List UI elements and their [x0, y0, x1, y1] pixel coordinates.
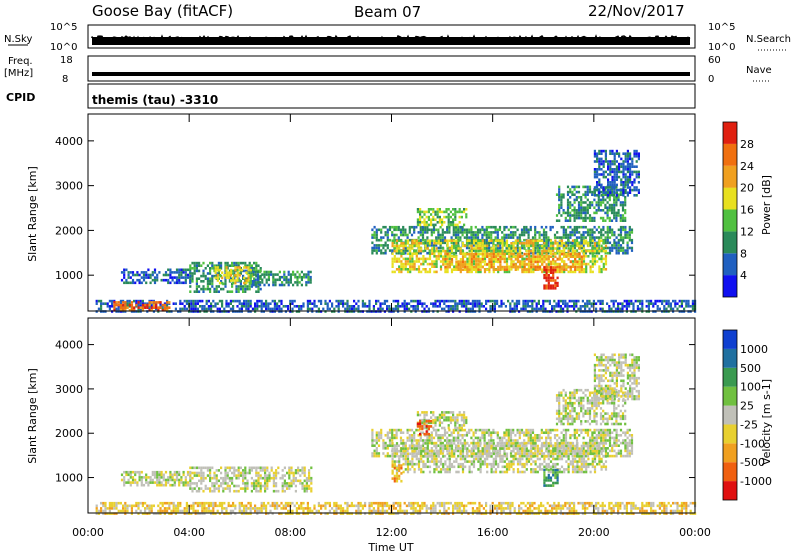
freq-unit: [MHz] [4, 68, 33, 79]
velocity-colorbar-swatch-3 [723, 424, 737, 443]
power-colorbar-swatch-5 [723, 166, 737, 188]
velocity-panel: 1000 2000 3000 4000 Slant Range [km] 1000 50… [26, 318, 773, 515]
velocity-colorbar-swatch-6 [723, 368, 737, 387]
velocity-ytick-label-0: 1000 [55, 472, 83, 485]
velocity-ytick-label-2: 3000 [55, 383, 83, 396]
velocity-ytick-label-1: 2000 [55, 427, 83, 440]
power-region-10 [556, 186, 626, 222]
power-colorbar-label: Power [dB] [760, 175, 773, 235]
power-region-11 [594, 150, 640, 197]
nave-tick-bottom: 0 [708, 74, 714, 85]
power-colorbar-swatch-4 [723, 188, 737, 210]
velocity-colorbar-swatch-7 [723, 349, 737, 368]
power-colorbar-swatch-3 [723, 210, 737, 232]
power-heatmap [96, 150, 697, 313]
power-ytick-label-3: 4000 [55, 135, 83, 148]
nsky-fill [92, 37, 690, 45]
power-colorbar-swatch-2 [723, 231, 737, 253]
velocity-region-5 [417, 411, 468, 429]
power-colorbar-tick-6: 28 [740, 138, 754, 151]
velocity-region-1 [121, 471, 191, 487]
nsky-trace [92, 36, 690, 45]
velocity-colorbar-label: Velocity [m s-1] [760, 379, 773, 465]
power-colorbar-tick-5: 24 [740, 160, 754, 173]
velocity-colorbar-swatch-0 [723, 481, 737, 500]
time-tick-label-6: 00:00 [679, 526, 711, 539]
power-region-5 [252, 271, 311, 287]
nsky-label: N.Sky [4, 34, 32, 45]
power-panel: 1000 2000 3000 4000 Slant Range [km] 4 8 12 16… [26, 114, 773, 313]
power-ytick-label-1: 2000 [55, 224, 83, 237]
time-tick-label-5: 20:00 [578, 526, 610, 539]
velocity-colorbar-tick-7: -1000 [740, 475, 772, 488]
velocity-region-7 [594, 354, 640, 401]
station-title: Goose Bay (fitACF) [92, 2, 233, 20]
nsearch-tick-bottom: 10^0 [708, 42, 735, 53]
time-tick-label-1: 04:00 [173, 526, 205, 539]
velocity-ytick-label-3: 4000 [55, 339, 83, 352]
cpid-strip: CPID themis (tau) -3310 [6, 84, 695, 108]
time-tick-label-0: 00:00 [72, 526, 104, 539]
nave-tick-top: 60 [708, 55, 721, 66]
nsky-strip: N.Sky 10^5 10^0 10^5 10^0 N.Search [4, 22, 791, 53]
power-colorbar-tick-2: 12 [740, 225, 754, 238]
power-region-9 [417, 208, 468, 226]
velocity-colorbar-tick-0: 1000 [740, 343, 768, 356]
date-title: 22/Nov/2017 [588, 2, 685, 20]
power-colorbar-swatch-7 [723, 122, 737, 144]
power-colorbar-swatch-0 [723, 275, 737, 297]
velocity-heatmap [96, 354, 697, 515]
time-tick-label-4: 16:00 [477, 526, 509, 539]
power-ytick-label-2: 3000 [55, 180, 83, 193]
nsky-tick-bottom: 10^0 [50, 42, 77, 53]
velocity-colorbar-swatch-4 [723, 406, 737, 425]
nsky-tick-top: 10^5 [50, 22, 77, 33]
power-region-2 [121, 269, 191, 285]
power-colorbar-tick-4: 20 [740, 182, 754, 195]
velocity-colorbar-swatch-8 [723, 330, 737, 349]
velocity-ylabel: Slant Range [km] [26, 368, 39, 464]
velocity-colorbar-swatch-1 [723, 462, 737, 481]
velocity-colorbar-tick-4: -25 [740, 418, 758, 431]
nave-trace [92, 74, 690, 75]
power-ylabel: Slant Range [km] [26, 166, 39, 262]
nave-label: Nave [746, 65, 772, 76]
nsearch-label: N.Search [746, 34, 791, 45]
time-axis-label: Time UT [367, 541, 413, 554]
power-colorbar-swatch-1 [723, 253, 737, 275]
time-tick-label-3: 12:00 [376, 526, 408, 539]
nsearch-tick-top: 10^5 [708, 22, 735, 33]
freq-label: Freq. [8, 56, 33, 67]
time-tick-label-2: 08:00 [274, 526, 306, 539]
cpid-text: themis (tau) -3310 [92, 93, 218, 107]
power-colorbar-tick-0: 4 [740, 269, 747, 282]
power-colorbar-swatch-6 [723, 144, 737, 166]
power-colorbar-tick-3: 16 [740, 204, 754, 217]
power-axes: 1000 2000 3000 4000 [55, 114, 695, 311]
freq-strip: Freq. [MHz] 18 8 60 0 Nave [4, 55, 772, 85]
beam-title: Beam 07 [354, 3, 421, 21]
power-colorbar: 4 8 12 16 20 24 28 [723, 122, 754, 297]
velocity-region-2 [189, 467, 312, 493]
velocity-colorbar-tick-2: 100 [740, 381, 761, 394]
velocity-colorbar-tick-3: 25 [740, 400, 754, 413]
power-region-12 [543, 266, 558, 289]
power-ytick-label-0: 1000 [55, 269, 83, 282]
velocity-colorbar-swatch-5 [723, 387, 737, 406]
velocity-colorbar-swatch-2 [723, 443, 737, 462]
time-axis: 00:00 04:00 08:00 12:00 16:00 20:00 00:00 [72, 526, 711, 539]
freq-tick-bottom: 8 [62, 74, 68, 85]
cpid-label: CPID [6, 91, 35, 104]
power-colorbar-tick-1: 8 [740, 247, 747, 260]
freq-tick-top: 18 [60, 55, 73, 66]
velocity-colorbar-tick-1: 500 [740, 362, 761, 375]
